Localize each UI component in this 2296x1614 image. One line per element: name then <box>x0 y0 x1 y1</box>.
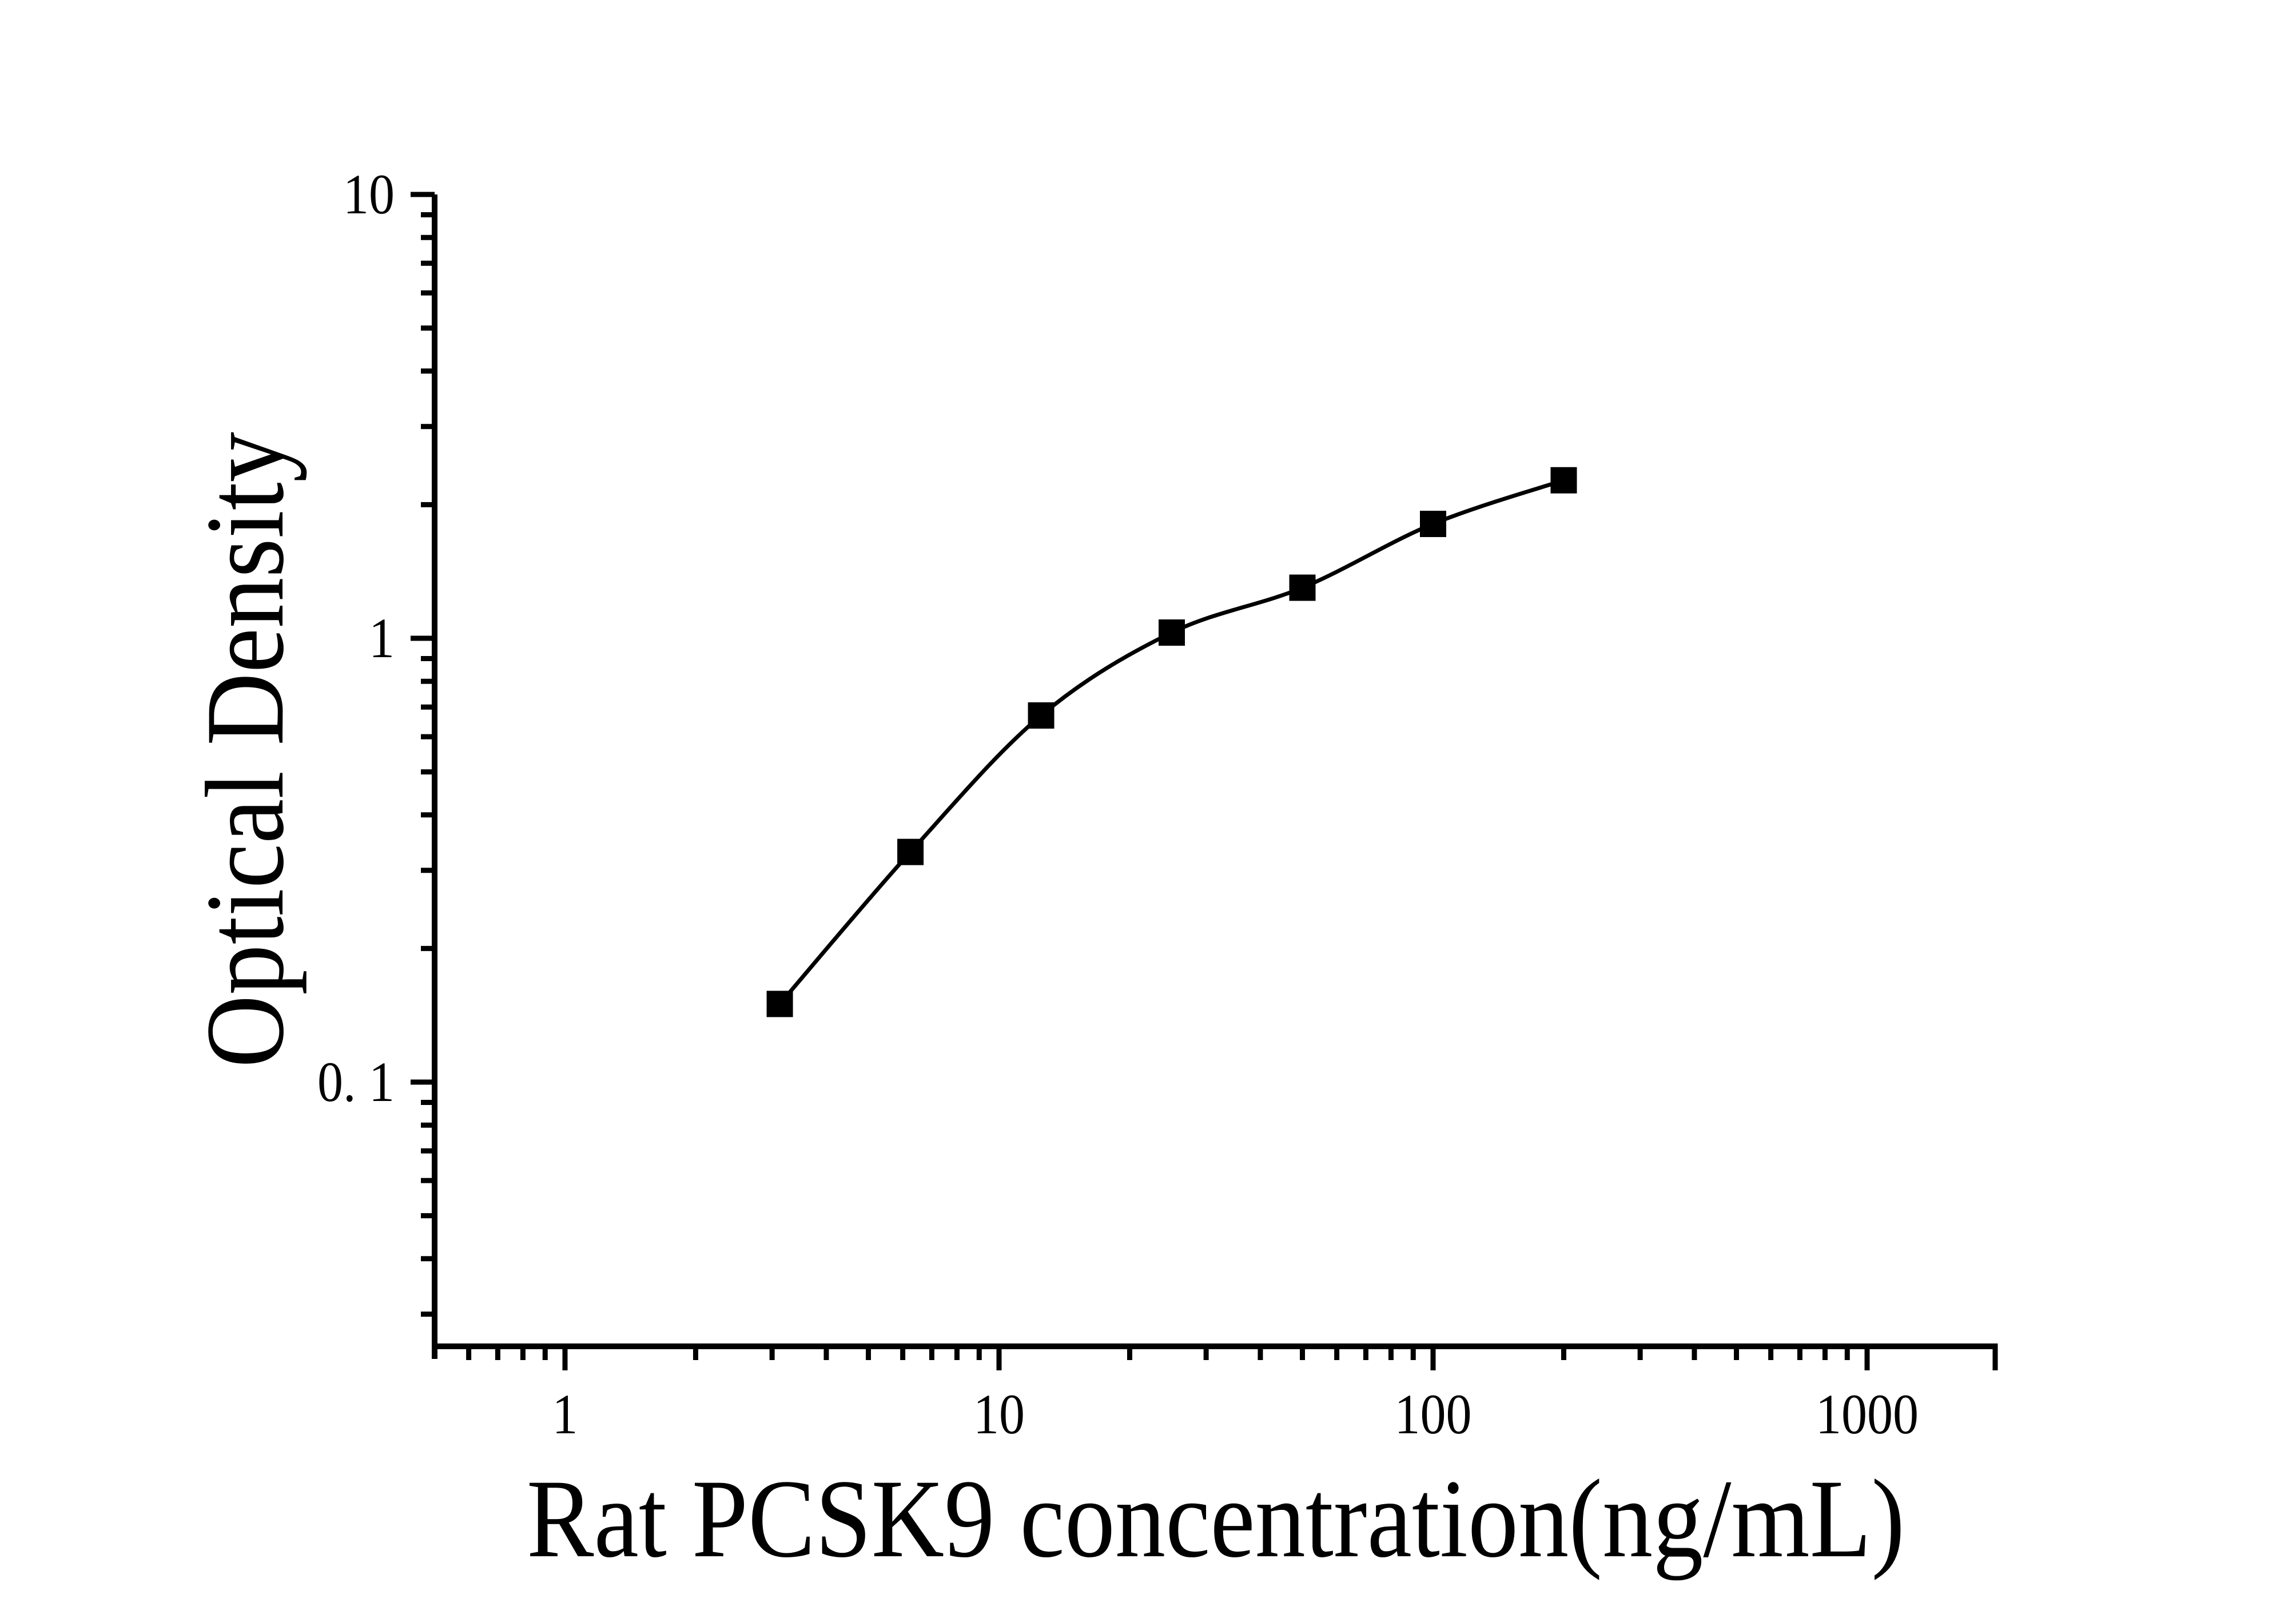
data-point-marker <box>1028 702 1055 729</box>
y-tick-label: 0. 1 <box>317 1050 395 1114</box>
elisa-standard-curve-chart: 1 10 100 1000 10 1 0. 1 Rat PCSK9 concentratio… <box>23 9 2296 1614</box>
data-point-marker <box>1550 467 1577 494</box>
data-point-marker <box>897 838 924 865</box>
y-axis-title: Optical Density <box>184 432 308 1068</box>
data-point-marker <box>1159 619 1185 646</box>
x-axis-title: Rat PCSK9 concentration(ng/mL) <box>527 1457 1905 1581</box>
x-tick-label: 1000 <box>1816 1382 1919 1446</box>
axes <box>411 192 1998 1370</box>
x-tick-label: 1 <box>552 1382 578 1446</box>
plot-area <box>766 467 1577 1017</box>
x-tick-label: 100 <box>1395 1382 1472 1446</box>
chart-canvas: 1 10 100 1000 10 1 0. 1 Rat PCSK9 concentratio… <box>184 162 1998 1581</box>
data-point-marker <box>766 991 793 1017</box>
y-tick-label: 1 <box>369 606 395 670</box>
y-tick-label: 10 <box>343 162 395 226</box>
standard-curve-line <box>778 478 1565 1005</box>
x-tick-label: 10 <box>973 1382 1025 1446</box>
data-point-marker <box>1289 574 1316 601</box>
data-point-marker <box>1420 511 1446 538</box>
tick-labels: 1 10 100 1000 10 1 0. 1 <box>317 162 1919 1446</box>
